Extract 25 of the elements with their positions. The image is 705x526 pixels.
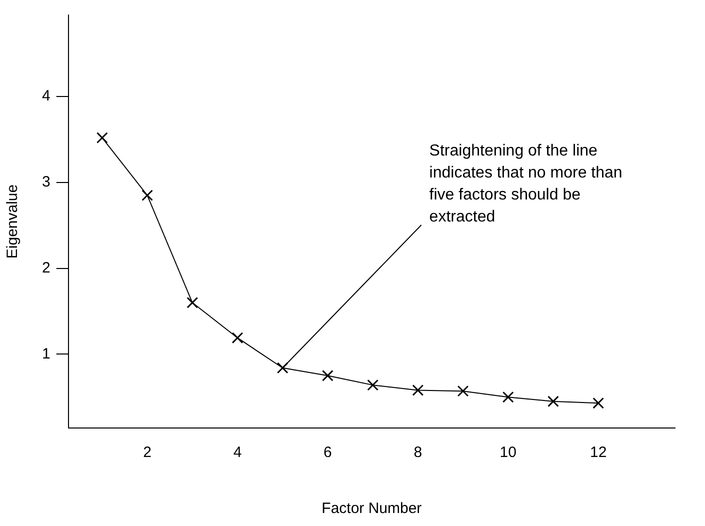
point — [592, 397, 604, 409]
point — [502, 391, 514, 403]
x-tick-label: 12 — [590, 444, 607, 462]
point — [232, 332, 244, 344]
annotation: Straightening of the line indicates that no more than five factors should be extracted — [429, 142, 622, 226]
x-tick-label: 2 — [143, 444, 152, 462]
point — [367, 379, 378, 391]
point — [412, 384, 424, 396]
point — [142, 190, 153, 202]
y-tick-label: 4 — [42, 88, 50, 105]
x-tick-label: 6 — [324, 444, 332, 462]
x-axis-title: Factor Number — [322, 500, 422, 518]
y-tick-label: 2 — [42, 259, 50, 276]
y-axis-title: Eigenvalue — [4, 184, 22, 259]
point — [548, 396, 559, 408]
y-tick-label: 3 — [42, 174, 50, 191]
point — [186, 296, 198, 308]
point — [276, 362, 288, 374]
x-tick-label: 4 — [233, 444, 242, 462]
x-tick-label: 8 — [414, 444, 422, 462]
point — [457, 385, 469, 397]
x-tick-label: 10 — [500, 444, 516, 462]
point — [96, 132, 108, 144]
point — [322, 370, 334, 382]
y-tick-label: 1 — [42, 345, 50, 362]
